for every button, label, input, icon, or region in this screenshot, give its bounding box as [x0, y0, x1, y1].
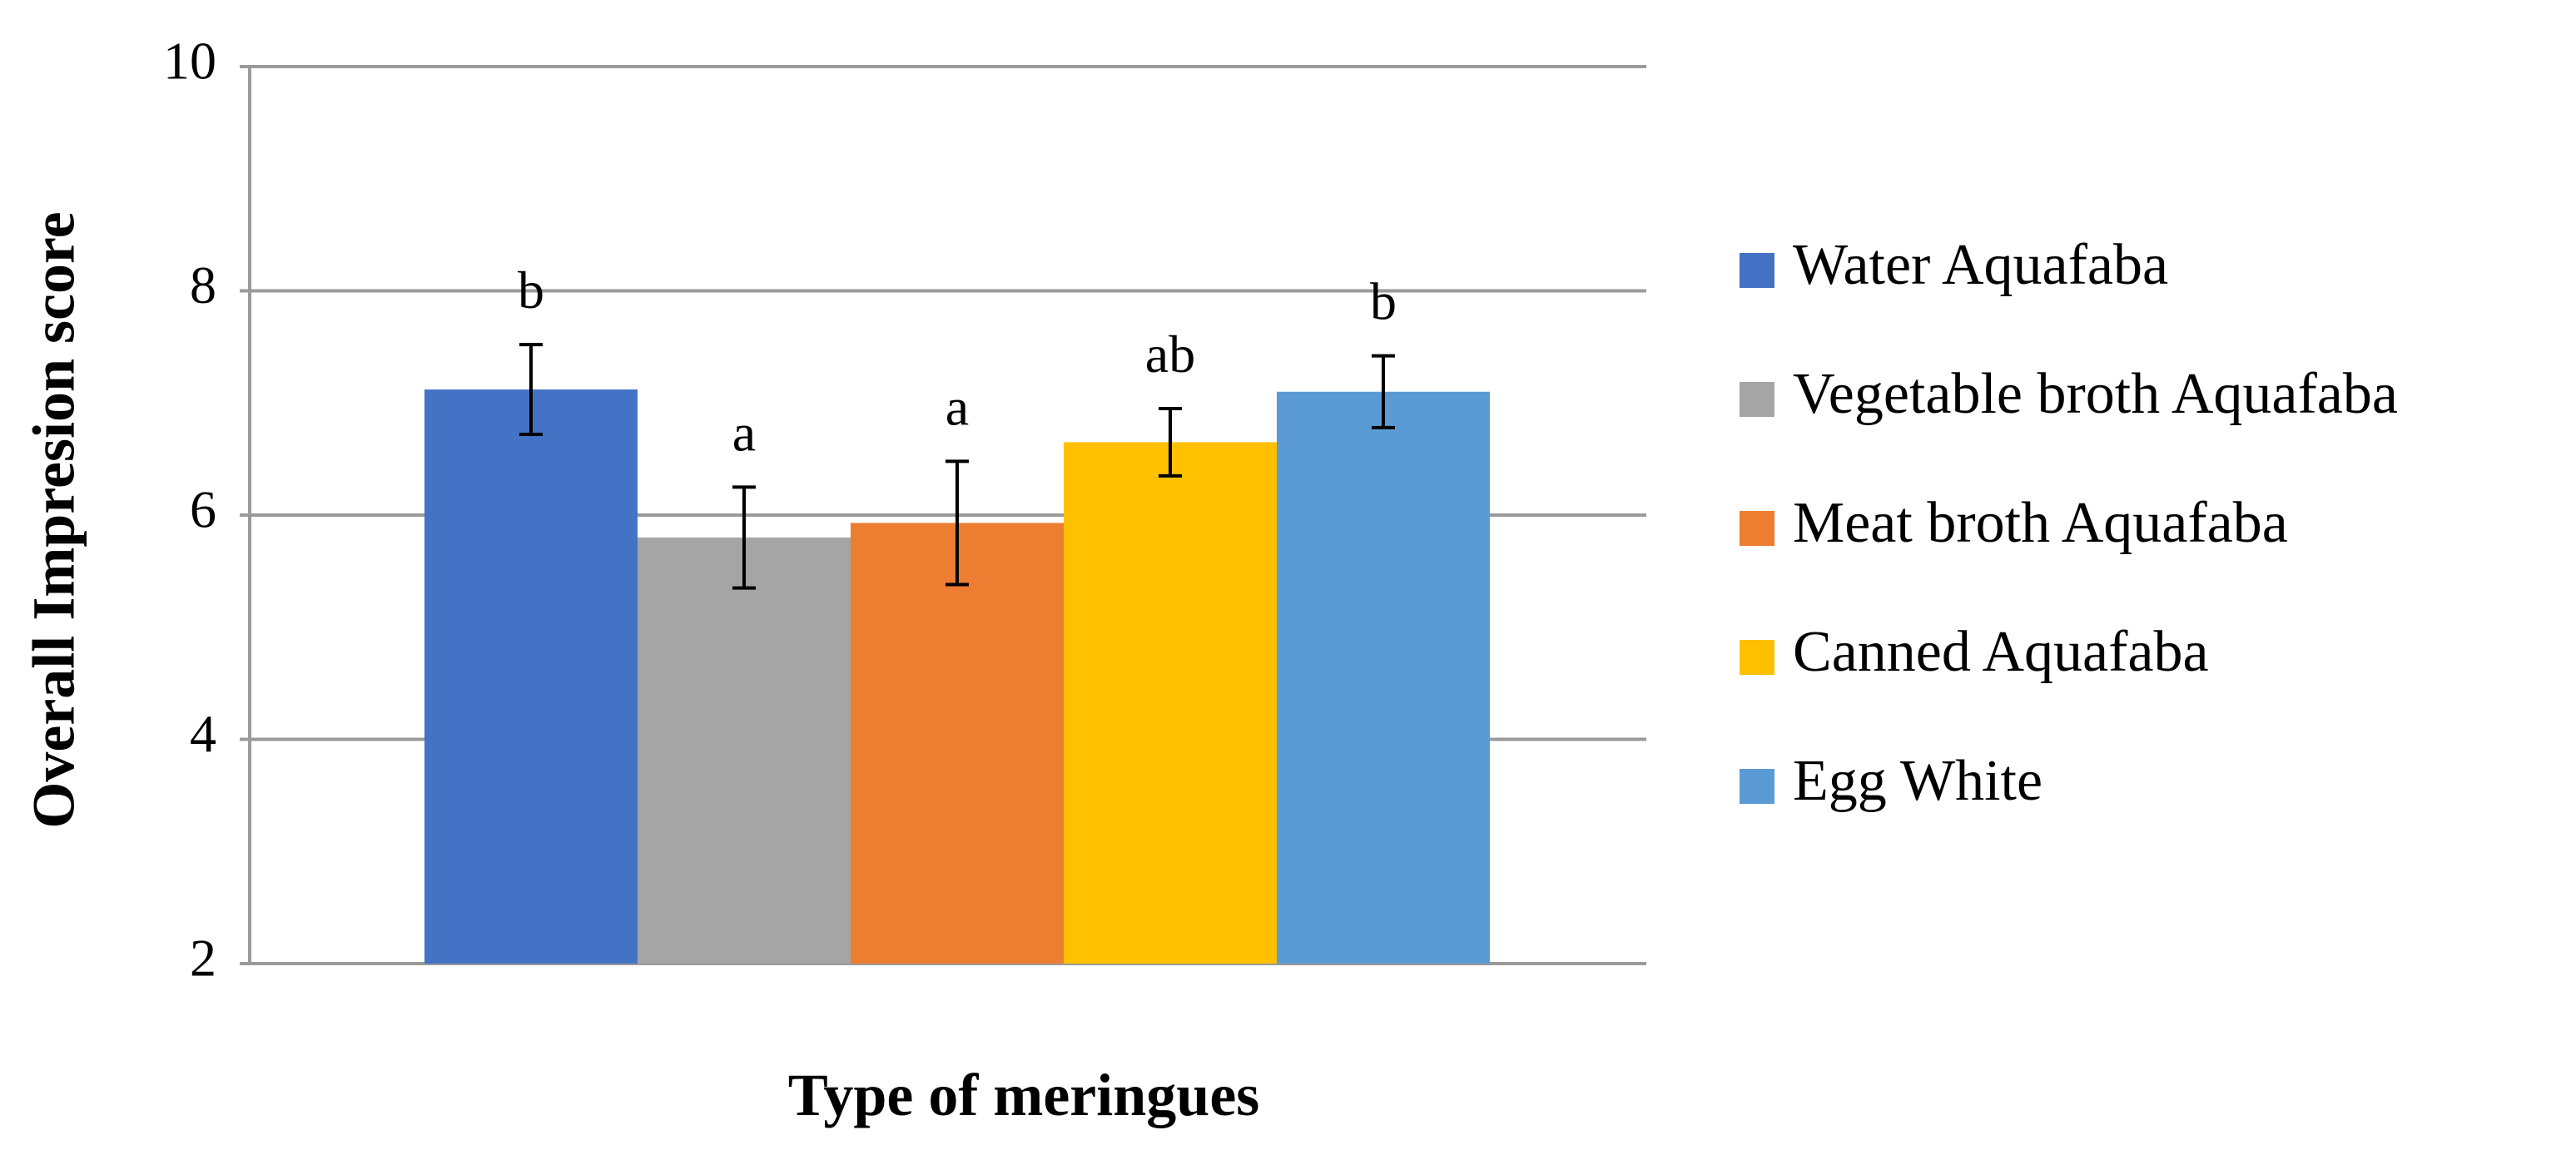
y-tick-label: 2 [190, 929, 216, 988]
legend-label: Meat broth Aquafaba [1793, 491, 2288, 555]
legend-item: Vegetable broth Aquafaba [1740, 362, 2398, 426]
error-bar [732, 485, 756, 590]
bar-canned-aquafaba [1064, 442, 1277, 964]
legend-label: Canned Aquafaba [1793, 620, 2209, 684]
legend-swatch [1740, 253, 1774, 288]
legend-swatch [1740, 640, 1774, 675]
y-axis-title: Overall Impresion score [21, 211, 87, 828]
bar-water-aquafaba [424, 389, 638, 964]
y-tick-label: 8 [190, 255, 216, 315]
significance-letter: a [732, 403, 756, 462]
legend-swatch [1740, 511, 1774, 546]
y-axis-ticks: 2 4 6 8 10 [163, 32, 216, 988]
error-bar [519, 343, 543, 436]
legend-label: Egg White [1793, 749, 2042, 813]
y-tick-label: 10 [163, 32, 216, 91]
legend-item: Egg White [1740, 749, 2042, 813]
y-tick-label: 4 [190, 704, 216, 763]
significance-letter: ab [1145, 325, 1195, 384]
bar-egg-white [1277, 391, 1490, 964]
x-axis-title: Type of meringues [788, 1062, 1260, 1128]
error-bars [519, 343, 1395, 590]
legend-item: Canned Aquafaba [1740, 620, 2209, 684]
significance-letter: b [518, 260, 544, 320]
legend-item: Water Aquafaba [1740, 233, 2168, 297]
bars [424, 389, 1490, 964]
significance-letter: a [946, 377, 969, 436]
legend-swatch [1740, 769, 1774, 804]
y-tick-label: 6 [190, 480, 216, 539]
error-bar [1372, 354, 1395, 429]
bar-meat-broth-aquafaba [851, 523, 1064, 964]
significance-letters: b a a ab b [518, 260, 1397, 462]
error-bar [1159, 406, 1182, 478]
legend: Water Aquafaba Vegetable broth Aquafaba Me… [1740, 233, 2398, 813]
legend-label: Vegetable broth Aquafaba [1793, 362, 2398, 426]
legend-label: Water Aquafaba [1793, 233, 2168, 297]
bar-vegetable-broth-aquafaba [638, 537, 851, 964]
legend-swatch [1740, 382, 1774, 417]
significance-letter: b [1370, 272, 1397, 331]
legend-item: Meat broth Aquafaba [1740, 491, 2288, 555]
error-bar [946, 459, 969, 587]
